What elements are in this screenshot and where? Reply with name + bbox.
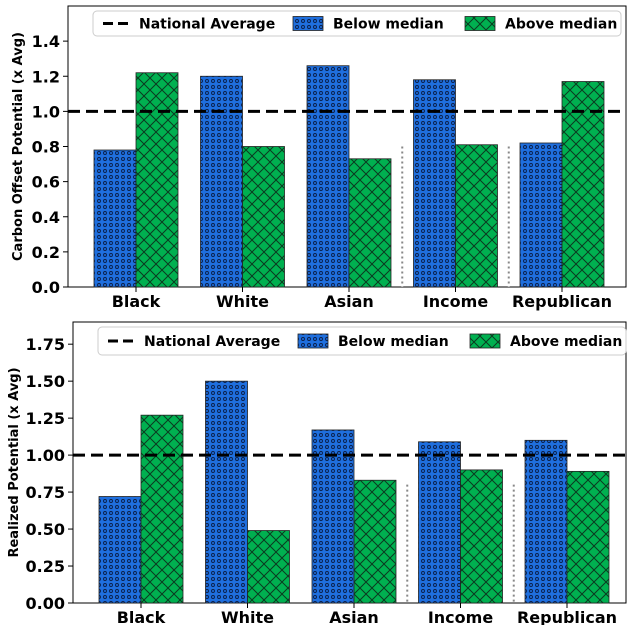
legend-label: Below median [338,334,449,350]
bottom-chart: 0.00 0.25 0.50 0.75 1.00 1.25 1.50 1.75 Realized… [7,321,627,627]
top-chart: 0.0 0.2 0.4 0.6 0.8 1.0 1.2 1.4 Carbon Offset Po… [11,5,627,311]
legend-label: Above median [510,334,622,350]
legend-swatch-below-median [292,16,324,31]
y-axis-label: Realized Potential (x Avg) [7,367,22,557]
x-tick-label: Income [423,292,488,311]
y-tick-label: 0.4 [32,208,60,227]
y-axis-label: Carbon Offset Potential (x Avg) [11,32,26,261]
y-tick-label: 0.2 [32,243,60,262]
bar-above-median [247,530,290,604]
bar-above-median [455,144,498,288]
bar-below-median [93,149,137,288]
y-tick-label: 1.75 [26,335,65,354]
y-tick-label: 0.50 [26,520,65,539]
y-tick-label: 1.50 [26,372,65,391]
legend-swatch-above-median [469,333,501,349]
bar-above-median [566,470,610,604]
bar-above-median [460,469,503,604]
bar-below-median [413,79,456,288]
bar-below-median [311,429,355,604]
x-tick-label: Income [428,608,493,625]
bar-below-median [205,380,248,604]
y-tick-label: 0.8 [32,138,60,157]
y-tick-label: 1.25 [26,409,65,428]
x-tick-label: Republican [512,292,612,311]
bar-below-median [524,439,568,604]
bar-above-median [242,146,285,288]
bar-below-median [200,75,243,288]
legend-label: National Average [144,334,280,350]
y-tick-label: 0.6 [32,173,60,192]
legend-label: Above median [505,17,617,33]
y-tick-label: 1.2 [32,67,60,86]
x-tick-label: Black [117,608,166,625]
legend-label: Below median [333,17,444,33]
x-tick-label: Asian [329,608,379,625]
bar-above-median [140,414,184,604]
y-tick-label: 0.00 [26,594,65,613]
bar-above-median [348,158,392,288]
y-tick-label: 1.4 [32,32,60,51]
legend-swatch-below-median [297,333,329,349]
legend-swatch-above-median [464,16,496,31]
y-tick-label: 0.0 [32,278,60,297]
bar-above-median [353,479,397,604]
bar-above-median [135,72,179,288]
x-tick-label: Republican [517,608,617,625]
bar-below-median [418,441,461,604]
x-tick-label: Black [112,292,161,311]
x-tick-label: White [216,292,269,311]
bar-below-median [306,65,350,288]
bar-below-median [98,496,142,604]
bar-above-median [561,81,605,288]
x-tick-label: White [221,608,274,625]
y-tick-label: 1.0 [32,102,60,121]
x-tick-label: Asian [324,292,374,311]
y-tick-label: 0.75 [26,483,65,502]
y-tick-label: 1.00 [26,446,65,465]
bar-below-median [519,142,563,288]
y-tick-label: 0.25 [26,557,65,576]
legend-label: National Average [139,17,275,33]
